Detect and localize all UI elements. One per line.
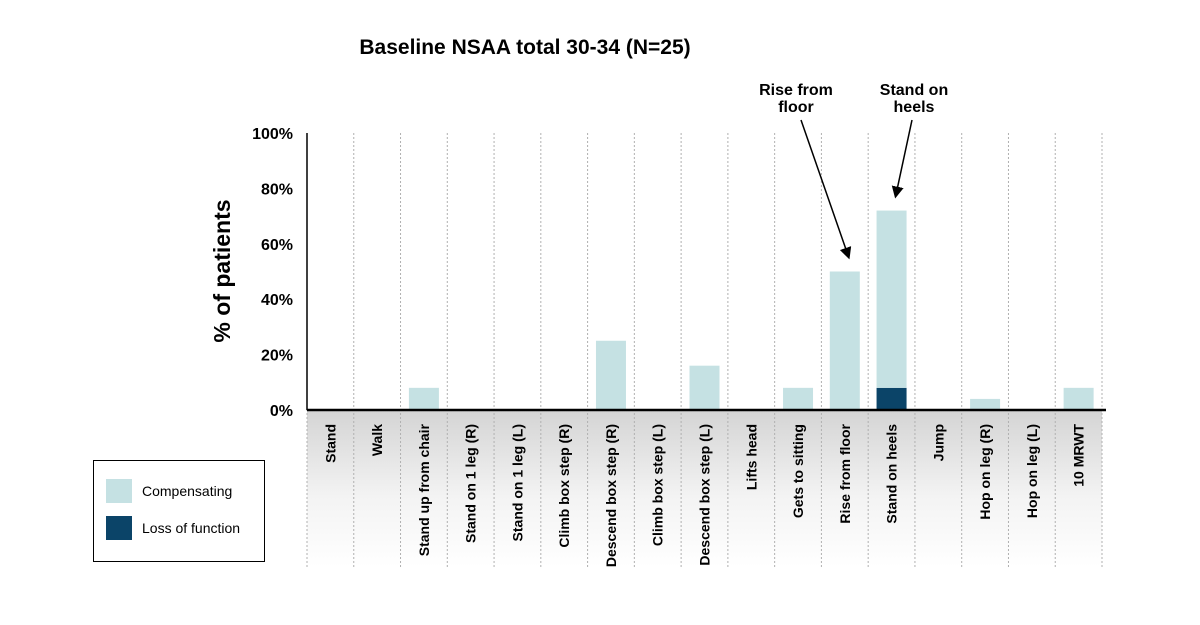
chart-title: Baseline NSAA total 30-34 (N=25) <box>359 36 690 59</box>
bar-compensating-rise-from-floor <box>829 271 860 410</box>
x-tick-label-stand-up-from-chair: Stand up from chair <box>416 423 432 556</box>
y-tick-label: 0% <box>270 403 293 420</box>
x-tick-label-hop-on-leg-r: Hop on leg (R) <box>977 424 993 520</box>
legend-label-compensating: Compensating <box>142 483 233 499</box>
bar-compensating-stand-up-from-chair <box>408 387 439 410</box>
x-axis-band <box>307 410 1102 567</box>
x-tick-label-descend-box-step-r: Descend box step (R) <box>603 424 619 567</box>
legend-item-loss-of-function: Loss of function <box>106 516 240 540</box>
annotation-arrow <box>891 119 913 199</box>
y-tick-label: 20% <box>261 348 293 365</box>
bar-compensating-stand-on-heels <box>876 210 907 388</box>
bar-compensating-gets-to-sitting <box>783 387 814 410</box>
legend-swatch-loss-of-function <box>106 516 132 540</box>
annotation-text: Rise from <box>759 82 833 99</box>
x-tick-label-10-mrwt: 10 MRWT <box>1071 424 1087 487</box>
y-tick-label: 80% <box>261 181 293 198</box>
plot-area: 0% 20% 40% 60% 80% 100% Stand Walk Stand up from… <box>252 82 1106 567</box>
legend-swatch-compensating <box>106 479 132 503</box>
annotation-text: Stand on <box>880 82 948 99</box>
legend: Compensating Loss of function <box>93 460 265 562</box>
y-tick-label: 40% <box>261 292 293 309</box>
bar-loss-of-function-stand-on-heels <box>876 387 907 410</box>
x-tick-label-walk: Walk <box>369 424 385 456</box>
bar-compensating-descend-box-step-l <box>689 365 720 410</box>
annotation-text: floor <box>778 99 814 116</box>
x-tick-label-climb-box-step-l: Climb box step (L) <box>650 424 666 546</box>
y-axis-label: % of patients <box>209 199 235 342</box>
x-tick-label-lifts-head: Lifts head <box>743 424 759 490</box>
legend-item-compensating: Compensating <box>106 479 232 503</box>
y-tick-label: 100% <box>252 126 293 143</box>
bar-compensating-hop-on-leg-r <box>970 398 1001 410</box>
y-tick-label: 60% <box>261 237 293 254</box>
x-tick-label-stand-on-1-leg-r: Stand on 1 leg (R) <box>463 424 479 543</box>
x-tick-label-stand-on-heels: Stand on heels <box>884 424 900 524</box>
x-tick-label-stand: Stand <box>322 424 338 463</box>
legend-label-loss-of-function: Loss of function <box>142 520 241 536</box>
x-tick-label-gets-to-sitting: Gets to sitting <box>790 424 806 518</box>
x-tick-label-stand-on-1-leg-l: Stand on 1 leg (L) <box>509 424 525 541</box>
bar-compensating-10-mrwt <box>1063 387 1094 410</box>
x-tick-label-descend-box-step-l: Descend box step (L) <box>697 424 713 566</box>
x-tick-label-hop-on-leg-l: Hop on leg (L) <box>1024 424 1040 518</box>
annotation-text: heels <box>894 99 935 116</box>
x-tick-label-climb-box-step-r: Climb box step (R) <box>556 424 572 548</box>
x-tick-label-rise-from-floor: Rise from floor <box>837 423 853 523</box>
annotation-arrow <box>800 119 852 260</box>
x-tick-label-jump: Jump <box>930 424 946 461</box>
bar-compensating-descend-box-step-r <box>595 340 626 410</box>
